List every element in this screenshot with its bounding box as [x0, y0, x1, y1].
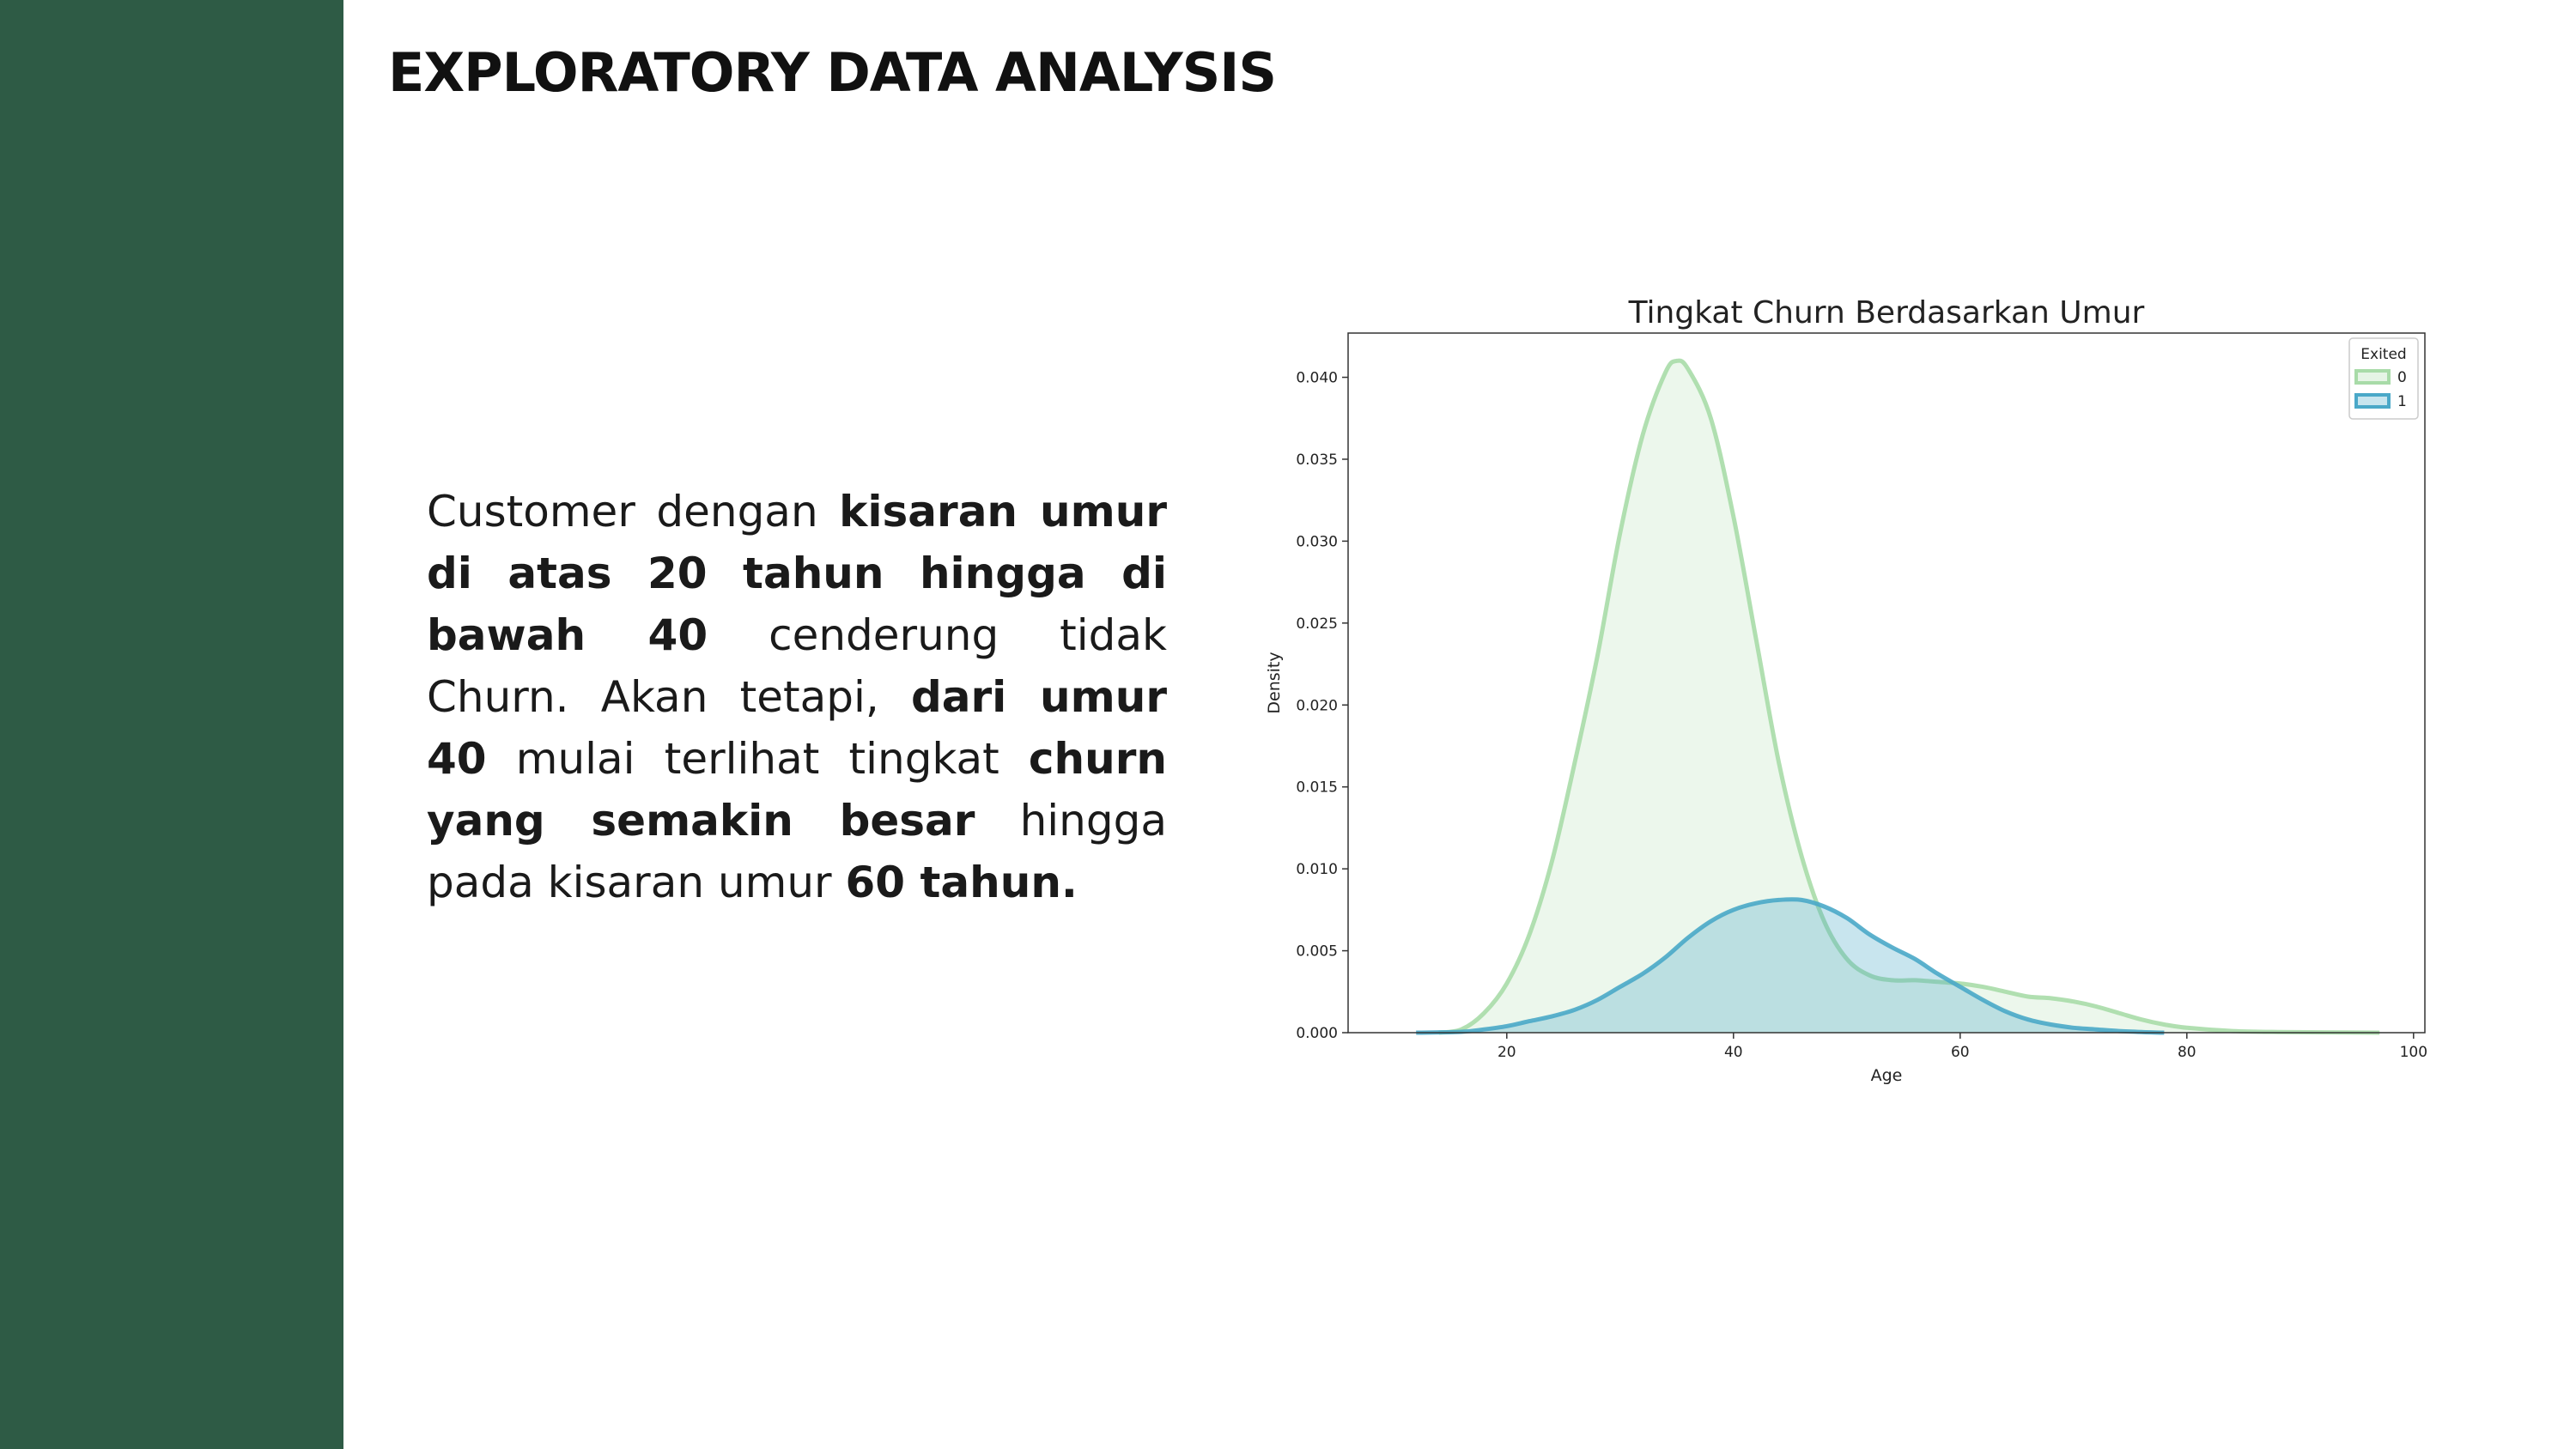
- description-emphasis: 60 tahun.: [845, 858, 1078, 907]
- chart-title: Tingkat Churn Berdasarkan Umur: [1628, 295, 2145, 330]
- series-1-area: [1416, 899, 2165, 1033]
- legend-label-1: 1: [2397, 393, 2407, 410]
- series-0-area: [1438, 361, 2380, 1034]
- legend-swatch-0: [2354, 369, 2391, 385]
- description-segment: Customer dengan: [427, 487, 840, 537]
- x-tick-label: 80: [2178, 1044, 2196, 1061]
- legend-title: Exited: [2360, 346, 2406, 363]
- x-tick-label: 100: [2400, 1044, 2427, 1061]
- y-tick-label: 0.015: [1296, 779, 1338, 797]
- y-tick-label: 0.010: [1296, 861, 1338, 878]
- description-emphasis: churn yang semakin besar: [427, 734, 1167, 846]
- density-areas: [1416, 358, 2380, 1035]
- y-tick-label: 0.035: [1296, 452, 1338, 469]
- plot-frame: [1347, 332, 2426, 1034]
- y-tick-label: 0.025: [1296, 615, 1338, 633]
- x-tick-label: 40: [1724, 1044, 1743, 1061]
- legend-swatch-1: [2354, 393, 2391, 409]
- x-axis-label: Age: [1871, 1066, 1903, 1085]
- y-axis-label: Density: [1265, 652, 1284, 713]
- y-tick-label: 0.040: [1296, 370, 1338, 387]
- x-tick-label: 20: [1498, 1044, 1516, 1061]
- y-tick-label: 0.020: [1296, 697, 1338, 714]
- series-0-line: [1438, 358, 2380, 1035]
- description-emphasis: kisaran umur di atas 20 tahun hingga di …: [427, 487, 1167, 660]
- x-tick-label: 60: [1951, 1044, 1970, 1061]
- y-tick-label: 0.030: [1296, 533, 1338, 550]
- sidebar-band: [0, 0, 343, 1449]
- kde-chart: Tingkat Churn Berdasarkan Umur 20 40 60 80 1…: [1265, 295, 2427, 1085]
- legend-box: [2348, 337, 2419, 420]
- y-tick-label: 0.005: [1296, 943, 1338, 961]
- description-segment: hingga pada kisaran umur: [427, 796, 1167, 907]
- series-1-line: [1416, 897, 2165, 1035]
- legend-label-0: 0: [2397, 369, 2407, 386]
- legend: Exited 0 1: [2348, 337, 2419, 420]
- description-emphasis: dari umur 40: [427, 672, 1168, 784]
- y-tick-label: 0.000: [1296, 1025, 1338, 1042]
- description-segment: cenderung tidak Churn. Akan tetapi,: [427, 610, 1168, 722]
- y-axis-ticks: 0.000 0.005 0.010 0.015 0.020 0.025 0.030 0.035…: [1296, 370, 1348, 1042]
- description-text: Customer dengan kisaran umur di atas 20 …: [427, 481, 1167, 913]
- page-title: EXPLORATORY DATA ANALYSIS: [388, 41, 1277, 104]
- description-segment: mulai terlihat tingkat: [486, 734, 1029, 784]
- x-axis-ticks: 20 40 60 80 100: [1498, 1033, 2427, 1061]
